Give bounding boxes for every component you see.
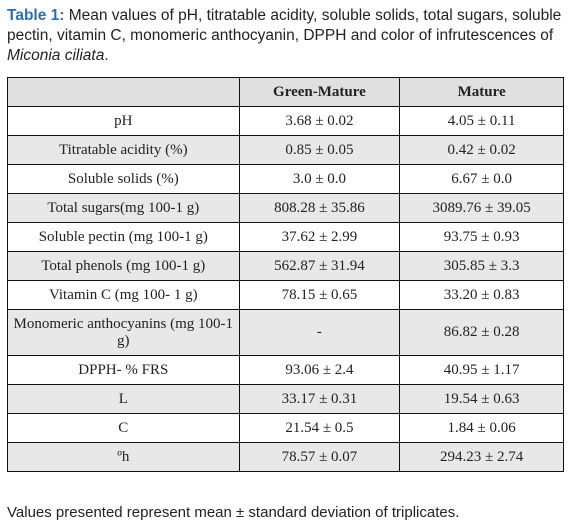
header-green-mature: Green-Mature	[238, 77, 401, 107]
parameter-cell: C	[7, 413, 240, 443]
table-row: Total sugars(mg 100-1 g) 808.28 ± 35.86 …	[7, 193, 564, 223]
green-mature-cell: 3.0 ± 0.0	[238, 164, 401, 194]
parameter-cell: ºh	[7, 442, 240, 472]
caption-end: .	[104, 47, 109, 64]
header-row: Green-Mature Mature	[7, 77, 564, 107]
mature-cell: 6.67 ± 0.0	[399, 164, 564, 194]
species-name: Miconia ciliata	[7, 47, 105, 64]
mature-cell: 33.20 ± 0.83	[399, 280, 564, 310]
table-footnote: Values presented represent mean ± standa…	[7, 504, 460, 521]
table-caption: Table 1: Mean values of pH, titratable a…	[7, 6, 567, 66]
table-row: Monomeric anthocyanins (mg 100-1 g) - 86…	[7, 309, 564, 356]
mature-cell: 305.85 ± 3.3	[399, 251, 564, 281]
table-row: DPPH- % FRS 93.06 ± 2.4 40.95 ± 1.17	[7, 355, 564, 385]
green-mature-cell: 808.28 ± 35.86	[238, 193, 401, 223]
header-mature: Mature	[399, 77, 564, 107]
data-table: Green-Mature Mature pH 3.68 ± 0.02 4.05 …	[7, 77, 564, 472]
mature-cell: 0.42 ± 0.02	[399, 135, 564, 165]
table-row: L 33.17 ± 0.31 19.54 ± 0.63	[7, 384, 564, 414]
header-parameter	[7, 77, 240, 107]
green-mature-cell: 0.85 ± 0.05	[238, 135, 401, 165]
mature-cell: 4.05 ± 0.11	[399, 106, 564, 136]
table-row: Total phenols (mg 100-1 g) 562.87 ± 31.9…	[7, 251, 564, 281]
mature-cell: 19.54 ± 0.63	[399, 384, 564, 414]
caption-text: Mean values of pH, titratable acidity, s…	[7, 7, 562, 44]
parameter-cell: Titratable acidity (%)	[7, 135, 240, 165]
parameter-cell: Total sugars(mg 100-1 g)	[7, 193, 240, 223]
mature-cell: 294.23 ± 2.74	[399, 442, 564, 472]
green-mature-cell: 93.06 ± 2.4	[238, 355, 401, 385]
parameter-cell: Soluble solids (%)	[7, 164, 240, 194]
table-row: Soluble pectin (mg 100-1 g) 37.62 ± 2.99…	[7, 222, 564, 252]
green-mature-cell: 33.17 ± 0.31	[238, 384, 401, 414]
table-row: Vitamin C (mg 100- 1 g) 78.15 ± 0.65 33.…	[7, 280, 564, 310]
parameter-cell: Soluble pectin (mg 100-1 g)	[7, 222, 240, 252]
parameter-cell: DPPH- % FRS	[7, 355, 240, 385]
parameter-cell: pH	[7, 106, 240, 136]
parameter-cell: L	[7, 384, 240, 414]
green-mature-cell: 3.68 ± 0.02	[238, 106, 401, 136]
table-row: C 21.54 ± 0.5 1.84 ± 0.06	[7, 413, 564, 443]
mature-cell: 86.82 ± 0.28	[399, 309, 564, 356]
mature-cell: 1.84 ± 0.06	[399, 413, 564, 443]
green-mature-cell: 562.87 ± 31.94	[238, 251, 401, 281]
mature-cell: 93.75 ± 0.93	[399, 222, 564, 252]
table-row: Soluble solids (%) 3.0 ± 0.0 6.67 ± 0.0	[7, 164, 564, 194]
table-row: Titratable acidity (%) 0.85 ± 0.05 0.42 …	[7, 135, 564, 165]
table-label: Table 1:	[7, 7, 65, 24]
table-row: ºh 78.57 ± 0.07 294.23 ± 2.74	[7, 442, 564, 472]
parameter-cell: Monomeric anthocyanins (mg 100-1 g)	[7, 309, 240, 356]
green-mature-cell: 21.54 ± 0.5	[238, 413, 401, 443]
parameter-cell: Total phenols (mg 100-1 g)	[7, 251, 240, 281]
parameter-cell: Vitamin C (mg 100- 1 g)	[7, 280, 240, 310]
green-mature-cell: 37.62 ± 2.99	[238, 222, 401, 252]
green-mature-cell: 78.57 ± 0.07	[238, 442, 401, 472]
green-mature-cell: 78.15 ± 0.65	[238, 280, 401, 310]
mature-cell: 3089.76 ± 39.05	[399, 193, 564, 223]
mature-cell: 40.95 ± 1.17	[399, 355, 564, 385]
green-mature-cell: -	[238, 309, 401, 356]
table-row: pH 3.68 ± 0.02 4.05 ± 0.11	[7, 106, 564, 136]
